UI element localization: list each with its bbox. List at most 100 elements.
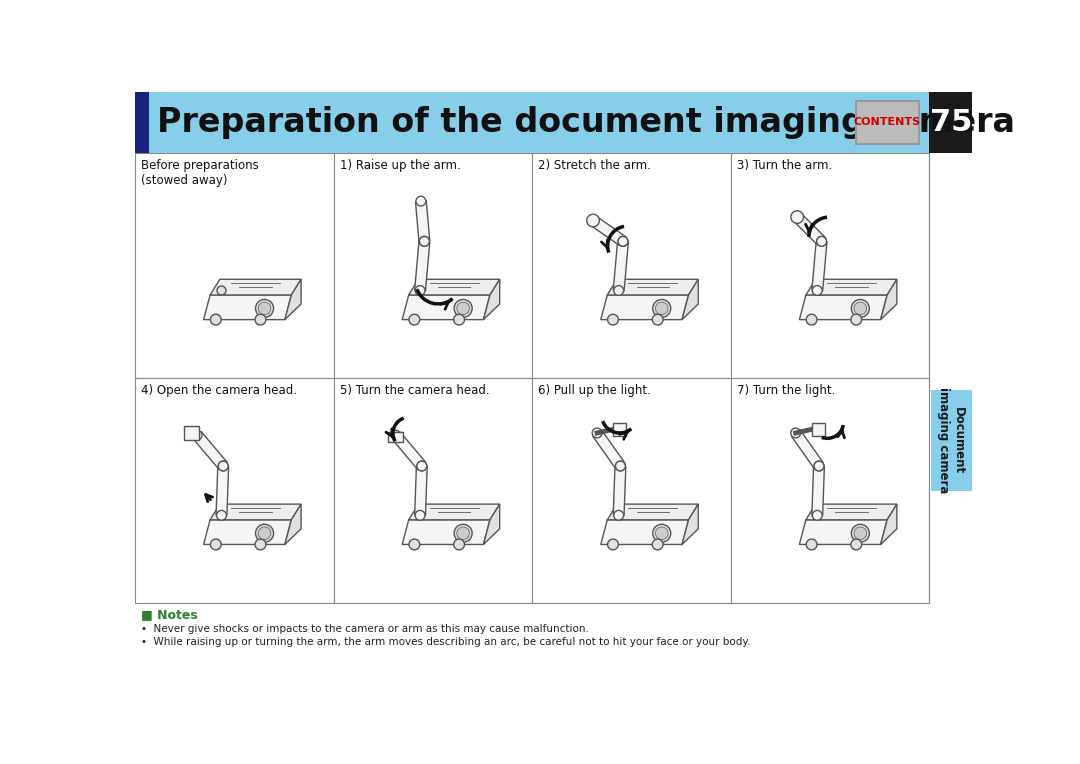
Polygon shape <box>193 432 228 469</box>
Polygon shape <box>600 520 689 545</box>
Circle shape <box>851 524 869 542</box>
Circle shape <box>457 302 470 315</box>
Circle shape <box>616 461 625 471</box>
Circle shape <box>791 428 800 438</box>
Polygon shape <box>794 213 825 245</box>
Text: 7) Turn the light.: 7) Turn the light. <box>737 384 835 397</box>
Polygon shape <box>211 504 301 520</box>
Text: 75: 75 <box>930 108 972 137</box>
Bar <box>135 378 334 603</box>
Circle shape <box>256 524 273 542</box>
Circle shape <box>415 286 426 296</box>
Circle shape <box>454 314 464 325</box>
Polygon shape <box>285 280 301 319</box>
Circle shape <box>812 510 822 520</box>
Circle shape <box>652 314 663 325</box>
Circle shape <box>854 527 866 539</box>
Polygon shape <box>607 280 699 295</box>
Circle shape <box>816 236 826 246</box>
Circle shape <box>258 302 271 315</box>
Polygon shape <box>683 280 699 319</box>
Text: CONTENTS: CONTENTS <box>854 118 921 128</box>
Circle shape <box>793 212 802 222</box>
Bar <box>731 378 930 603</box>
Circle shape <box>851 539 862 550</box>
Polygon shape <box>392 432 426 469</box>
Circle shape <box>652 299 671 317</box>
Circle shape <box>616 461 625 471</box>
Polygon shape <box>806 504 896 520</box>
Text: 4) Open the camera head.: 4) Open the camera head. <box>141 384 297 397</box>
Circle shape <box>457 527 470 539</box>
Polygon shape <box>402 295 490 319</box>
Circle shape <box>608 314 619 325</box>
Polygon shape <box>402 520 490 545</box>
Circle shape <box>419 236 430 246</box>
Circle shape <box>454 539 464 550</box>
Circle shape <box>652 539 663 550</box>
Text: 1) Raise up the arm.: 1) Raise up the arm. <box>340 160 460 173</box>
Circle shape <box>217 510 227 520</box>
Circle shape <box>652 524 671 542</box>
Bar <box>334 154 532 378</box>
Polygon shape <box>185 426 199 439</box>
Polygon shape <box>484 280 500 319</box>
Circle shape <box>814 461 824 471</box>
Bar <box>855 101 919 144</box>
Polygon shape <box>204 295 292 319</box>
Polygon shape <box>415 466 428 516</box>
Polygon shape <box>613 466 625 516</box>
Text: Before preparations
(stowed away): Before preparations (stowed away) <box>141 160 259 187</box>
Circle shape <box>613 510 623 520</box>
Polygon shape <box>799 295 887 319</box>
Polygon shape <box>389 432 403 442</box>
Circle shape <box>419 236 430 246</box>
Circle shape <box>416 196 426 206</box>
Polygon shape <box>600 295 689 319</box>
Circle shape <box>812 286 822 296</box>
Text: 3) Turn the arm.: 3) Turn the arm. <box>737 160 833 173</box>
Polygon shape <box>812 241 827 291</box>
Bar <box>613 423 626 435</box>
Bar <box>135 92 149 154</box>
Polygon shape <box>799 520 887 545</box>
Polygon shape <box>607 504 699 520</box>
Circle shape <box>656 302 669 315</box>
Polygon shape <box>880 280 896 319</box>
Bar <box>812 423 824 435</box>
Circle shape <box>255 314 266 325</box>
Text: 2) Stretch the arm.: 2) Stretch the arm. <box>539 160 651 173</box>
Circle shape <box>211 314 221 325</box>
Circle shape <box>586 214 599 227</box>
Circle shape <box>192 430 202 440</box>
Polygon shape <box>408 504 500 520</box>
Text: 6) Pull up the light.: 6) Pull up the light. <box>539 384 651 397</box>
Circle shape <box>415 510 426 520</box>
Polygon shape <box>880 504 896 545</box>
Polygon shape <box>593 430 625 469</box>
Polygon shape <box>204 520 292 545</box>
Polygon shape <box>590 216 626 246</box>
Circle shape <box>608 539 619 550</box>
Circle shape <box>409 314 420 325</box>
Circle shape <box>256 299 273 317</box>
Text: •  Never give shocks or impacts to the camera or arm as this may cause malfuncti: • Never give shocks or impacts to the ca… <box>141 623 589 634</box>
Circle shape <box>814 461 824 471</box>
Polygon shape <box>683 504 699 545</box>
Circle shape <box>851 299 869 317</box>
Polygon shape <box>792 430 823 469</box>
Polygon shape <box>285 504 301 545</box>
Text: •  While raising up or turning the arm, the arm moves describing an arc, be care: • While raising up or turning the arm, t… <box>141 637 751 647</box>
Bar <box>731 154 930 378</box>
Polygon shape <box>806 280 896 295</box>
Text: Preparation of the document imaging camera: Preparation of the document imaging came… <box>157 106 1015 139</box>
Bar <box>334 378 532 603</box>
Polygon shape <box>416 201 430 241</box>
Polygon shape <box>613 241 629 291</box>
Polygon shape <box>415 241 430 291</box>
Polygon shape <box>211 280 301 295</box>
Circle shape <box>218 461 228 471</box>
Text: ■ Notes: ■ Notes <box>141 608 198 621</box>
Circle shape <box>589 215 598 225</box>
Circle shape <box>255 539 266 550</box>
